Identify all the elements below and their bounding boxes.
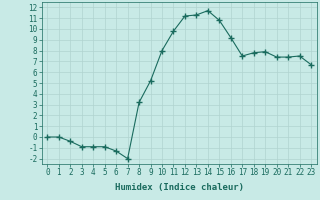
X-axis label: Humidex (Indice chaleur): Humidex (Indice chaleur)	[115, 183, 244, 192]
